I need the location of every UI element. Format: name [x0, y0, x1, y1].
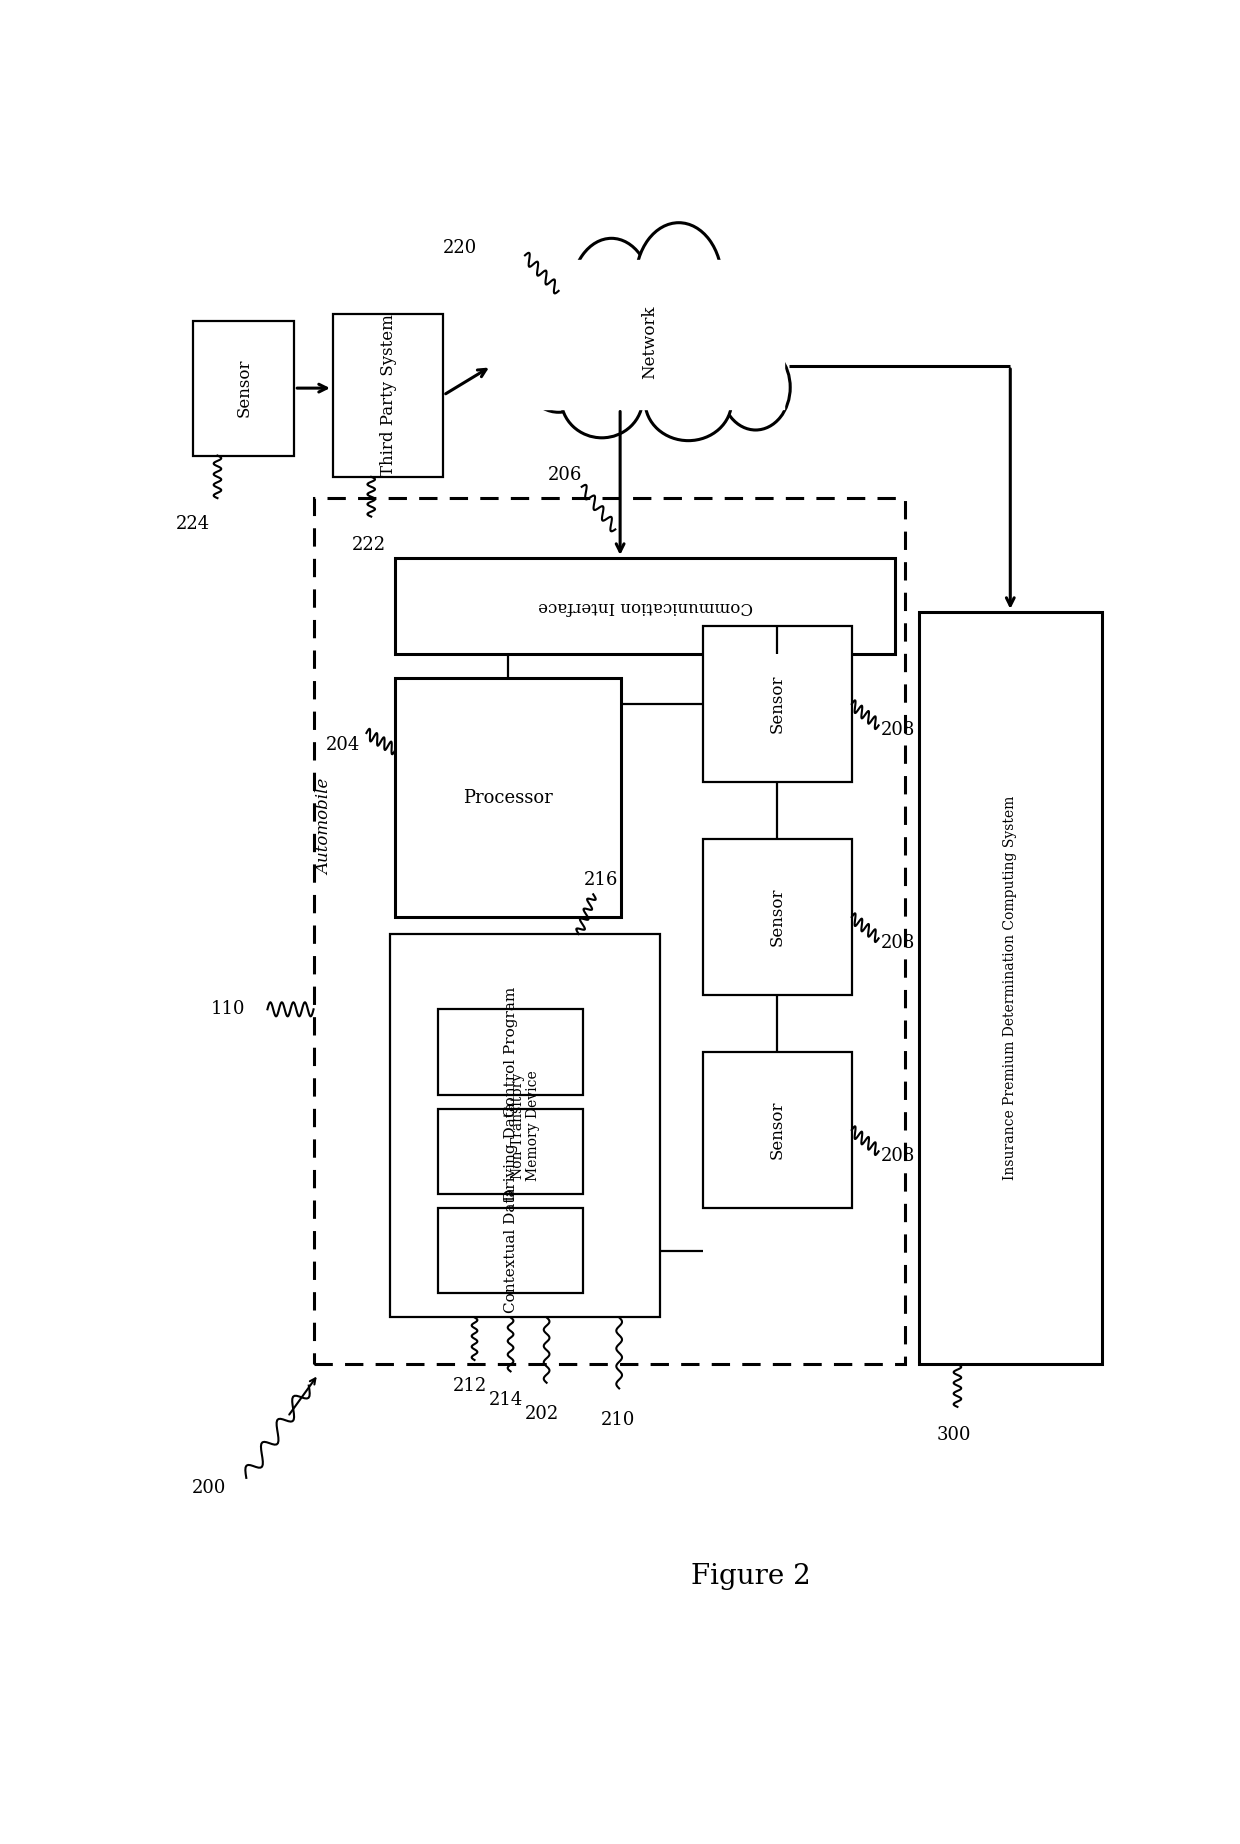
- Text: 202: 202: [525, 1405, 559, 1424]
- Bar: [314, 498, 904, 1365]
- Bar: [391, 935, 660, 1317]
- Text: Non-Transitory
Memory Device: Non-Transitory Memory Device: [510, 1070, 541, 1182]
- Ellipse shape: [635, 223, 722, 339]
- Ellipse shape: [645, 363, 732, 441]
- Text: Figure 2: Figure 2: [691, 1564, 811, 1590]
- Bar: [396, 679, 621, 916]
- Text: 222: 222: [352, 537, 386, 553]
- Bar: [491, 260, 785, 409]
- Text: Sensor: Sensor: [769, 887, 786, 946]
- Text: Control Program: Control Program: [503, 987, 517, 1117]
- Text: 204: 204: [326, 736, 361, 754]
- Bar: [439, 1208, 583, 1293]
- Text: Third Party System: Third Party System: [379, 313, 397, 476]
- Text: Contextual Data: Contextual Data: [503, 1188, 517, 1313]
- Text: Insurance Premium Determination Computing System: Insurance Premium Determination Computin…: [1003, 797, 1017, 1180]
- Text: Sensor: Sensor: [236, 360, 253, 417]
- Text: 216: 216: [584, 870, 619, 889]
- Bar: [703, 839, 852, 996]
- Text: 224: 224: [176, 514, 211, 533]
- Text: 214: 214: [489, 1390, 523, 1409]
- Bar: [439, 1108, 583, 1193]
- Text: Driving Data: Driving Data: [503, 1103, 517, 1200]
- Bar: [703, 625, 852, 782]
- Text: Sensor: Sensor: [769, 1101, 786, 1160]
- Text: 208: 208: [880, 1147, 915, 1165]
- Text: Automobile: Automobile: [316, 780, 334, 876]
- Text: 110: 110: [211, 999, 246, 1018]
- Bar: [439, 1009, 583, 1095]
- Text: 208: 208: [880, 933, 915, 952]
- Text: Processor: Processor: [464, 789, 553, 808]
- Bar: [396, 557, 895, 655]
- Text: 212: 212: [453, 1377, 487, 1394]
- Text: 300: 300: [936, 1425, 971, 1444]
- Ellipse shape: [518, 306, 599, 413]
- Text: Sensor: Sensor: [769, 675, 786, 734]
- Text: 220: 220: [444, 240, 477, 258]
- Text: 210: 210: [600, 1411, 635, 1429]
- Ellipse shape: [570, 238, 652, 352]
- Bar: [919, 612, 1101, 1365]
- Bar: [332, 313, 444, 478]
- Text: 206: 206: [548, 467, 583, 485]
- Ellipse shape: [698, 267, 775, 371]
- Bar: [703, 1051, 852, 1208]
- Bar: [193, 321, 294, 455]
- Ellipse shape: [588, 295, 722, 395]
- Ellipse shape: [720, 345, 790, 430]
- Ellipse shape: [560, 360, 642, 437]
- Text: 200: 200: [191, 1479, 226, 1497]
- Text: Network: Network: [641, 306, 658, 378]
- Text: Communication Interface: Communication Interface: [538, 597, 753, 614]
- Text: 208: 208: [880, 721, 915, 739]
